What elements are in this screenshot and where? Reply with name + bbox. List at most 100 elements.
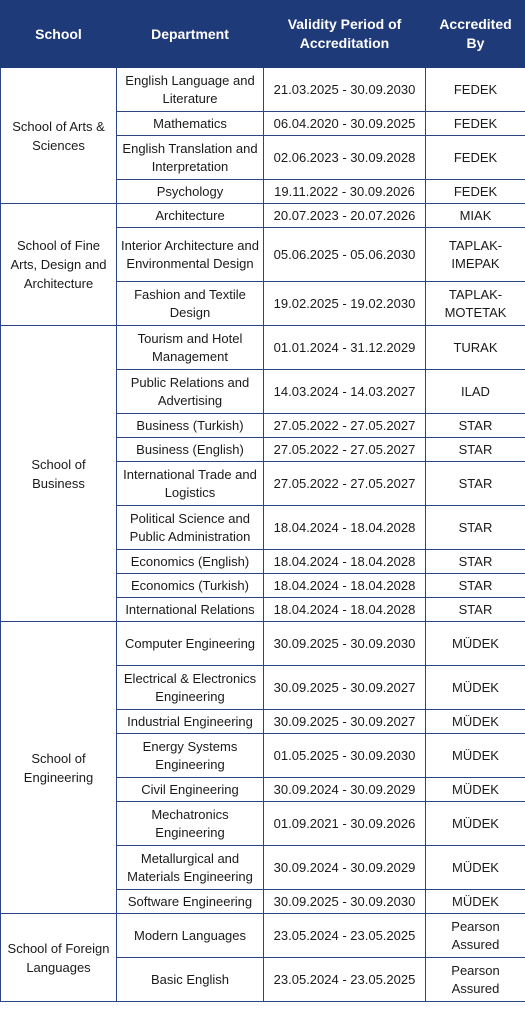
department-cell: Energy Systems Engineering [116,733,264,778]
accredited-by-cell: MÜDEK [425,845,525,890]
department-cell: International Relations [116,597,264,622]
validity-cell: 06.04.2020 - 30.09.2025 [263,111,426,136]
table-row: Software Engineering 30.09.2025 - 30.09.2… [1,889,525,914]
department-cell: Software Engineering [116,889,264,914]
table-row: Business (Turkish) 27.05.2022 - 27.05.202… [1,413,525,438]
validity-cell: 30.09.2025 - 30.09.2030 [263,621,426,666]
validity-cell: 14.03.2024 - 14.03.2027 [263,369,426,414]
accredited-by-cell: Pearson Assured [425,913,525,958]
accredited-by-cell: FEDEK [425,111,525,136]
validity-cell: 23.05.2024 - 23.05.2025 [263,957,426,1002]
header-department: Department [116,0,264,68]
school-cell: School of Engineering [0,621,117,914]
department-cell: Political Science and Public Administrat… [116,505,264,550]
validity-cell: 19.02.2025 - 19.02.2030 [263,281,426,326]
validity-cell: 27.05.2022 - 27.05.2027 [263,461,426,506]
table-body: School of Arts & Sciences English Languag… [0,67,525,1002]
table-row: Interior Architecture and Environmental … [1,227,525,282]
accredited-by-cell: MIAK [425,203,525,228]
validity-cell: 30.09.2024 - 30.09.2029 [263,777,426,802]
department-cell: Economics (English) [116,549,264,574]
table-row: Political Science and Public Administrat… [1,505,525,550]
department-cell: Modern Languages [116,913,264,958]
validity-cell: 01.09.2021 - 30.09.2026 [263,801,426,846]
school-cell: School of Arts & Sciences [0,67,117,204]
table-row: School of Arts & Sciences English Languag… [0,67,525,204]
accredited-by-cell: STAR [425,505,525,550]
validity-cell: 21.03.2025 - 30.09.2030 [263,67,426,112]
department-cell: Architecture [116,203,264,228]
accredited-by-cell: STAR [425,461,525,506]
department-cell: Basic English [116,957,264,1002]
department-cell: Electrical & Electronics Engineering [116,665,264,710]
validity-cell: 27.05.2022 - 27.05.2027 [263,437,426,462]
validity-cell: 20.07.2023 - 20.07.2026 [263,203,426,228]
accredited-by-cell: STAR [425,549,525,574]
table-header: School Department Validity Period of Acc… [0,0,525,68]
validity-cell: 18.04.2024 - 18.04.2028 [263,549,426,574]
validity-cell: 30.09.2025 - 30.09.2027 [263,709,426,734]
accredited-by-cell: TAPLAK-MOTETAK [425,281,525,326]
school-cell: School of Foreign Languages [0,913,117,1002]
accredited-by-cell: MÜDEK [425,733,525,778]
department-cell: English Translation and Interpretation [116,135,264,180]
department-cell: International Trade and Logistics [116,461,264,506]
accredited-by-cell: MÜDEK [425,665,525,710]
header-school: School [0,0,117,68]
school-cell: School of Fine Arts, Design and Architec… [0,203,117,326]
validity-cell: 01.05.2025 - 30.09.2030 [263,733,426,778]
table-row: Civil Engineering 30.09.2024 - 30.09.2029… [1,777,525,802]
validity-cell: 27.05.2022 - 27.05.2027 [263,413,426,438]
table-row: School of Foreign Languages Modern Langua… [0,913,525,1002]
accredited-by-cell: TAPLAK-IMEPAK [425,227,525,282]
accredited-by-cell: FEDEK [425,179,525,204]
department-cell: Business (English) [116,437,264,462]
department-cell: Psychology [116,179,264,204]
table-row: International Trade and Logistics 27.05.2… [1,461,525,506]
accredited-by-cell: MÜDEK [425,777,525,802]
table-row: Energy Systems Engineering 01.05.2025 - 3… [1,733,525,778]
validity-cell: 30.09.2025 - 30.09.2027 [263,665,426,710]
accredited-by-cell: FEDEK [425,135,525,180]
table-row: English Translation and Interpretation 02… [1,135,525,180]
department-cell: Computer Engineering [116,621,264,666]
accredited-by-cell: STAR [425,413,525,438]
department-cell: Interior Architecture and Environmental … [116,227,264,282]
table-row: Fashion and Textile Design 19.02.2025 - 1… [1,281,525,326]
header-accredited-by: Accredited By [425,0,525,68]
header-validity: Validity Period of Accreditation [263,0,426,68]
accredited-by-cell: MÜDEK [425,709,525,734]
validity-cell: 30.09.2025 - 30.09.2030 [263,889,426,914]
accredited-by-cell: MÜDEK [425,801,525,846]
accredited-by-cell: MÜDEK [425,889,525,914]
table-row: Economics (Turkish) 18.04.2024 - 18.04.20… [1,573,525,598]
validity-cell: 23.05.2024 - 23.05.2025 [263,913,426,958]
table-row: School of Fine Arts, Design and Architec… [0,203,525,326]
department-cell: English Language and Literature [116,67,264,112]
accredited-by-cell: FEDEK [425,67,525,112]
validity-cell: 05.06.2025 - 05.06.2030 [263,227,426,282]
department-cell: Tourism and Hotel Management [116,325,264,370]
table-row: Mechatronics Engineering 01.09.2021 - 30.… [1,801,525,846]
table-row: School of Engineering Computer Engineerin… [0,621,525,914]
department-cell: Economics (Turkish) [116,573,264,598]
accredited-by-cell: Pearson Assured [425,957,525,1002]
validity-cell: 18.04.2024 - 18.04.2028 [263,573,426,598]
department-cell: Business (Turkish) [116,413,264,438]
accredited-by-cell: STAR [425,437,525,462]
validity-cell: 18.04.2024 - 18.04.2028 [263,505,426,550]
department-cell: Public Relations and Advertising [116,369,264,414]
validity-cell: 02.06.2023 - 30.09.2028 [263,135,426,180]
accredited-by-cell: TURAK [425,325,525,370]
department-cell: Fashion and Textile Design [116,281,264,326]
department-cell: Mechatronics Engineering [116,801,264,846]
table-row: Public Relations and Advertising 14.03.20… [1,369,525,414]
accredited-by-cell: STAR [425,573,525,598]
department-cell: Civil Engineering [116,777,264,802]
validity-cell: 19.11.2022 - 30.09.2026 [263,179,426,204]
validity-cell: 01.01.2024 - 31.12.2029 [263,325,426,370]
table-row: Economics (English) 18.04.2024 - 18.04.20… [1,549,525,574]
validity-cell: 18.04.2024 - 18.04.2028 [263,597,426,622]
table-row: School of Business Tourism and Hotel Mana… [0,325,525,622]
header-row: School Department Validity Period of Acc… [0,0,525,68]
